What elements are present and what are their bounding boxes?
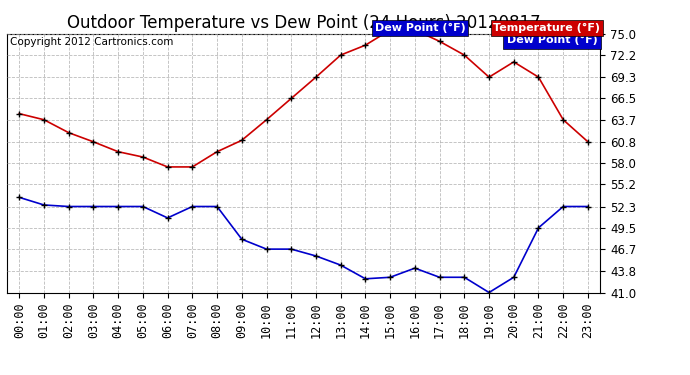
Text: Dew Point (°F): Dew Point (°F) <box>375 23 466 33</box>
Text: Dew Point (°F): Dew Point (°F) <box>506 35 598 45</box>
Title: Outdoor Temperature vs Dew Point (24 Hours) 20120817: Outdoor Temperature vs Dew Point (24 Hou… <box>67 14 540 32</box>
Text: Copyright 2012 Cartronics.com: Copyright 2012 Cartronics.com <box>10 36 173 46</box>
Text: Temperature (°F): Temperature (°F) <box>493 23 600 33</box>
